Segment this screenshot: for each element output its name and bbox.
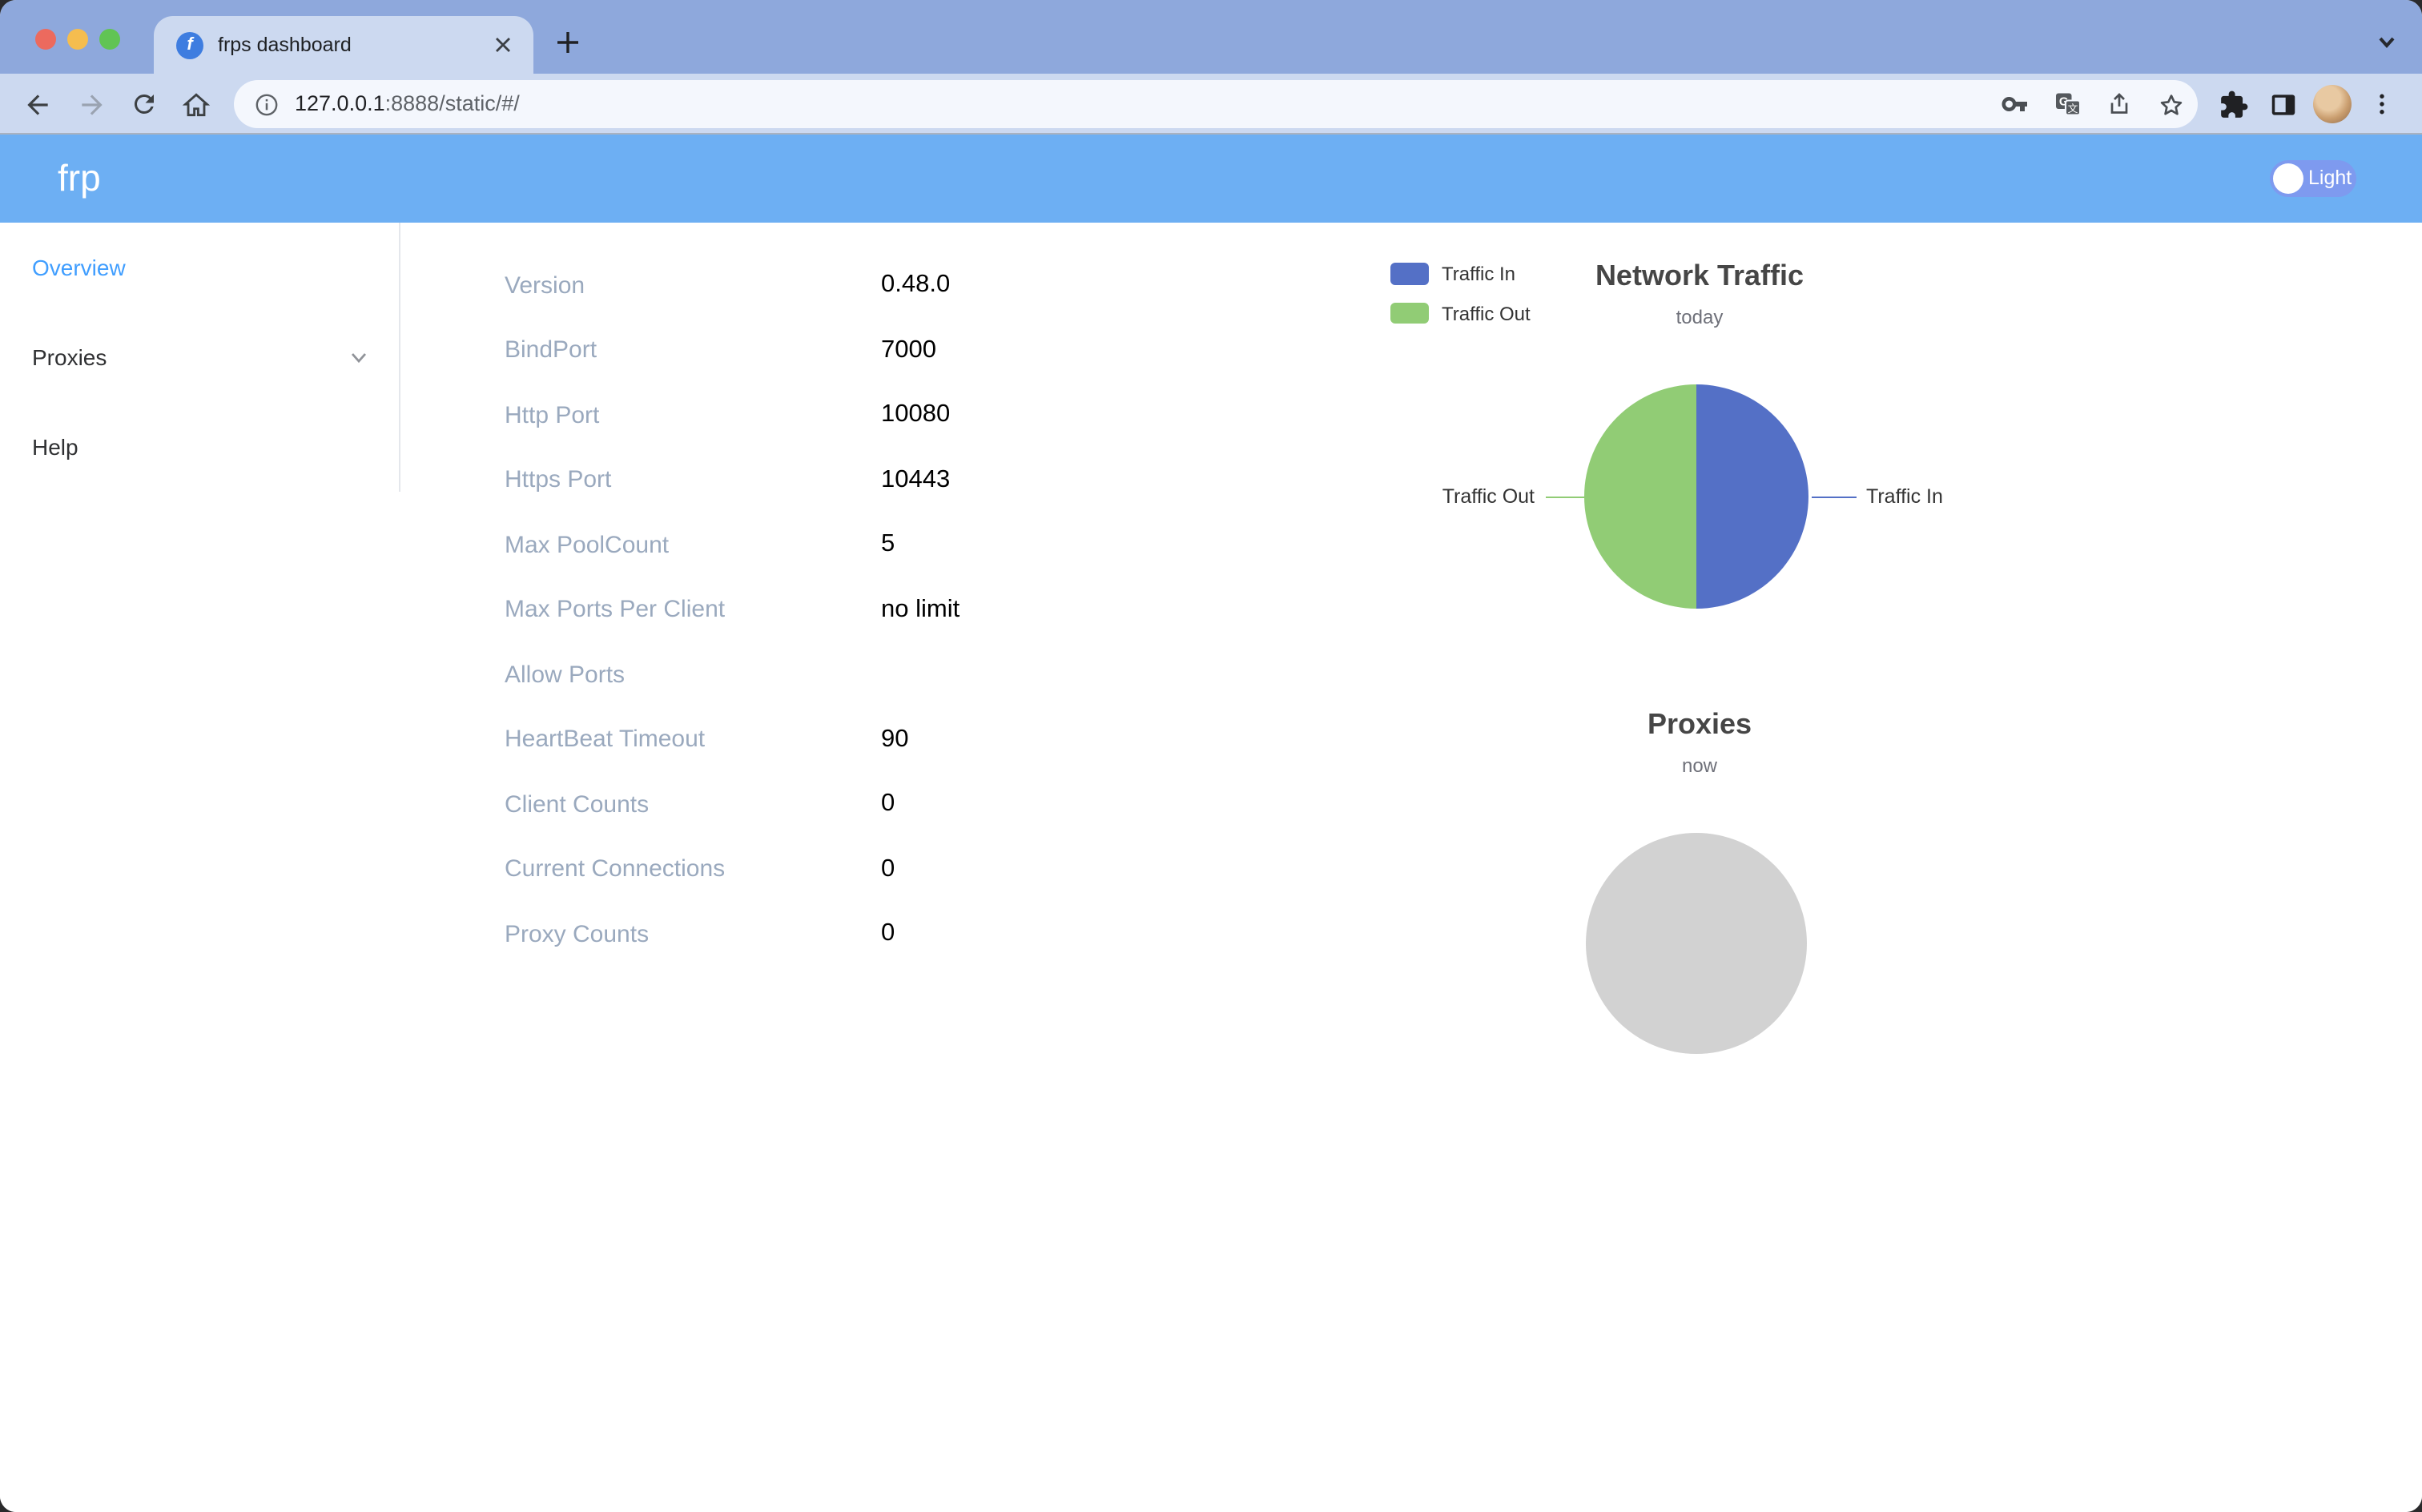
pie-leader-line-out [1546,496,1591,497]
info-label: Http Port [505,401,600,429]
info-label: HeartBeat Timeout [505,726,706,754]
pie-label-traffic-in: Traffic In [1866,485,1943,508]
toggle-label: Light [2308,167,2352,189]
server-info-row: BindPort 7000 [505,318,1273,383]
sidebar-item-overview[interactable]: Overview [0,223,399,312]
network-traffic-subtitle: today [1676,306,1724,328]
brand-logo: frp [58,157,101,199]
info-value: 5 [881,530,895,558]
pie-label-traffic-out: Traffic Out [1442,485,1535,508]
home-icon[interactable] [179,88,211,120]
forward-icon[interactable] [75,88,107,120]
server-info-row: Max PoolCount 5 [505,513,1273,577]
server-info-row: Http Port 10080 [505,383,1273,448]
main-content: Version 0.48.0 BindPort 7000 Http Port 10080 H… [402,223,2422,1512]
info-value: 7000 [881,336,936,364]
info-value: 10443 [881,465,951,493]
sidebar: Overview Proxies Help [0,223,402,1512]
tab-title: frps dashboard [218,34,352,56]
info-label: Https Port [505,466,612,494]
back-icon[interactable] [21,88,53,120]
tab-strip: f frps dashboard [0,0,2422,74]
side-panel-icon[interactable] [2267,88,2299,120]
frp-favicon-icon: f [176,31,203,58]
sidebar-item-label: Overview [32,255,126,280]
browser-toolbar: 127.0.0.1:8888/static/#/ G 文 [0,74,2422,135]
charts-panel: Traffic In Traffic Out Network Traffic to… [1387,223,2012,1344]
info-value: 0.48.0 [881,271,951,299]
extensions-puzzle-icon[interactable] [2217,88,2249,120]
info-label: Current Connections [505,855,726,883]
sidebar-item-label: Help [32,434,78,460]
browser-tab[interactable]: f frps dashboard [154,16,533,74]
network-traffic-pie[interactable] [1584,384,1808,609]
theme-toggle[interactable]: Light [2270,160,2356,197]
frps-dashboard-page: frp Light Overview Proxies Help Version 0.4… [0,135,2422,1512]
legend-item[interactable]: Traffic Out [1390,302,1531,324]
info-label: Max PoolCount [505,531,670,559]
server-info-row: Current Connections 0 [505,837,1273,902]
server-info-row: Version 0.48.0 [505,253,1273,318]
sidebar-item-proxies[interactable]: Proxies [0,312,399,402]
traffic-legend: Traffic In Traffic Out [1390,263,1531,341]
sidebar-item-help[interactable]: Help [0,402,399,492]
bookmark-star-icon[interactable] [2154,88,2187,120]
translate-icon[interactable]: G 文 [2052,88,2084,120]
site-info-icon[interactable] [250,88,282,120]
tab-search-chevron-icon[interactable] [2371,26,2403,58]
info-value: 0 [881,790,895,818]
server-info-row: Https Port 10443 [505,448,1273,513]
url-bar[interactable]: 127.0.0.1:8888/static/#/ G 文 [234,80,2198,128]
info-label: Client Counts [505,790,650,818]
info-label: Allow Ports [505,661,626,689]
pie-leader-line-in [1812,496,1857,497]
window-close-button[interactable] [35,28,56,49]
info-label: BindPort [505,336,597,364]
svg-text:G: G [2059,95,2069,109]
reload-icon[interactable] [128,88,160,120]
legend-label: Traffic Out [1442,302,1531,324]
menu-kebab-icon[interactable] [2366,88,2398,120]
info-label: Proxy Counts [505,920,650,948]
legend-label: Traffic In [1442,263,1516,285]
info-label: Version [505,271,585,300]
info-value: no limit [881,595,960,623]
server-info-list: Version 0.48.0 BindPort 7000 Http Port 10080 H… [505,253,1273,967]
network-traffic-title: Network Traffic [1595,259,1804,292]
proxies-chart-title: Proxies [1647,708,1752,740]
site-header: frp Light [0,135,2422,223]
info-value: 90 [881,725,909,753]
server-info-row: Client Counts 0 [505,772,1273,837]
toggle-knob-icon [2273,163,2303,194]
info-value: 10080 [881,400,951,428]
chevron-down-icon [348,346,370,368]
info-label: Max Ports Per Client [505,596,726,624]
url-text[interactable]: 127.0.0.1:8888/static/#/ [295,91,520,115]
info-value: 0 [881,919,895,947]
server-info-row: Proxy Counts 0 [505,902,1273,967]
server-info-row: Allow Ports [505,642,1273,707]
proxies-chart-subtitle: now [1681,754,1717,777]
new-tab-button[interactable] [553,27,581,56]
window-zoom-button[interactable] [99,28,120,49]
sidebar-item-label: Proxies [32,344,107,370]
svg-text:文: 文 [2068,103,2078,115]
server-info-row: Max Ports Per Client no limit [505,577,1273,642]
close-tab-icon[interactable] [489,30,517,59]
legend-swatch-icon [1390,263,1429,285]
profile-avatar[interactable] [2313,85,2352,123]
info-value: 0 [881,855,895,883]
proxies-empty-pie[interactable] [1586,833,1807,1054]
server-info-row: HeartBeat Timeout 90 [505,707,1273,772]
legend-item[interactable]: Traffic In [1390,263,1531,285]
window-minimize-button[interactable] [67,28,88,49]
legend-swatch-icon [1390,302,1429,324]
key-icon[interactable] [1999,88,2031,120]
share-icon[interactable] [2103,88,2135,120]
